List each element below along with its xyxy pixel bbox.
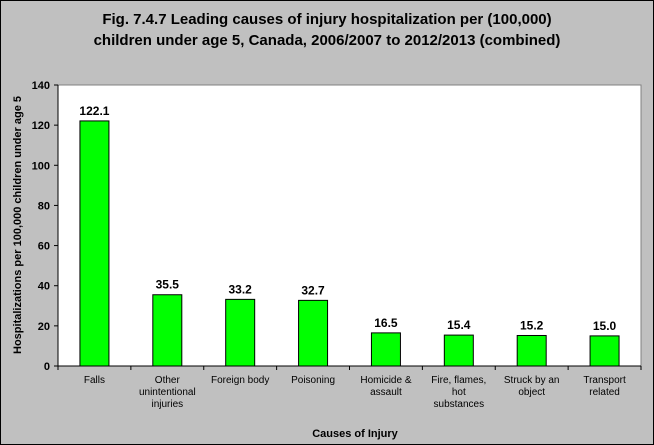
- data-label: 15.4: [447, 318, 471, 332]
- x-category-label-line: Homicide &: [360, 375, 411, 386]
- x-category-label-line: Poisoning: [291, 375, 335, 386]
- x-category-label: Struck by an object: [504, 375, 560, 398]
- data-label: 32.7: [301, 283, 325, 297]
- x-category-label-line: assault: [370, 387, 402, 398]
- x-category-label: Other unintentional injuries: [139, 375, 196, 410]
- x-category-label: Poisoning: [291, 375, 335, 386]
- chart-title-line-1: Fig. 7.4.7 Leading causes of injury hosp…: [102, 11, 552, 28]
- bars: 122.1 35.5 33.2 32.7 16.5 15.4 15.2 15.0: [79, 104, 620, 367]
- x-category-label-line: Foreign body: [211, 375, 269, 386]
- y-axis: 0 20 40 60 80 100 120 140: [32, 80, 59, 373]
- bar: [589, 335, 620, 367]
- x-category-label-line: Struck by an: [504, 375, 560, 386]
- x-axis-title: Causes of Injury: [312, 428, 398, 440]
- data-label: 16.5: [374, 316, 398, 330]
- x-category-label: Fire, flames, hot substances: [431, 375, 486, 410]
- chart-title-line-2: children under age 5, Canada, 2006/2007 …: [93, 32, 561, 49]
- x-category-label-line: Falls: [84, 375, 105, 386]
- plot-area: [57, 84, 642, 367]
- y-tick-label: 80: [38, 200, 50, 212]
- y-tick-label: 20: [38, 321, 50, 333]
- x-category-label-line: Fire, flames,: [431, 375, 486, 386]
- x-category-label: Homicide & assault: [360, 375, 411, 398]
- x-category-label-line: Other: [155, 375, 181, 386]
- x-category-label-line: related: [589, 387, 620, 398]
- y-tick-label: 100: [32, 160, 50, 172]
- x-category-label: Foreign body: [211, 375, 269, 386]
- bar: [152, 294, 183, 367]
- data-label: 122.1: [79, 104, 109, 118]
- x-category-label-line: object: [518, 387, 545, 398]
- x-category-label-line: Transport: [583, 375, 626, 386]
- data-label: 35.5: [156, 278, 180, 292]
- x-category-label-line: unintentional: [139, 387, 196, 398]
- y-tick-label: 0: [44, 361, 50, 373]
- bar: [225, 298, 256, 367]
- chart-title: Fig. 7.4.7 Leading causes of injury hosp…: [0, 9, 654, 51]
- x-category-label: Transport related: [583, 375, 626, 398]
- y-axis-title: Hospitalizations per 100,000 children un…: [12, 96, 24, 354]
- data-label: 15.0: [593, 319, 617, 333]
- y-tick-label: 40: [38, 281, 50, 293]
- bar: [370, 332, 401, 367]
- y-tick-label: 60: [38, 241, 50, 253]
- x-category-label-line: substances: [434, 399, 485, 410]
- data-label: 15.2: [520, 318, 544, 332]
- data-label: 33.2: [229, 282, 253, 296]
- bar: [79, 120, 110, 367]
- bar: [516, 334, 547, 367]
- x-axis: Falls Other unintentional injuries Foreign b…: [57, 365, 642, 410]
- x-category-label-line: injuries: [151, 399, 183, 410]
- x-category-label-line: hot: [452, 387, 466, 398]
- bar: [443, 334, 474, 367]
- y-tick-label: 140: [32, 80, 50, 92]
- y-tick-label: 120: [32, 120, 50, 132]
- bar: [298, 299, 329, 367]
- x-category-label: Falls: [84, 375, 105, 386]
